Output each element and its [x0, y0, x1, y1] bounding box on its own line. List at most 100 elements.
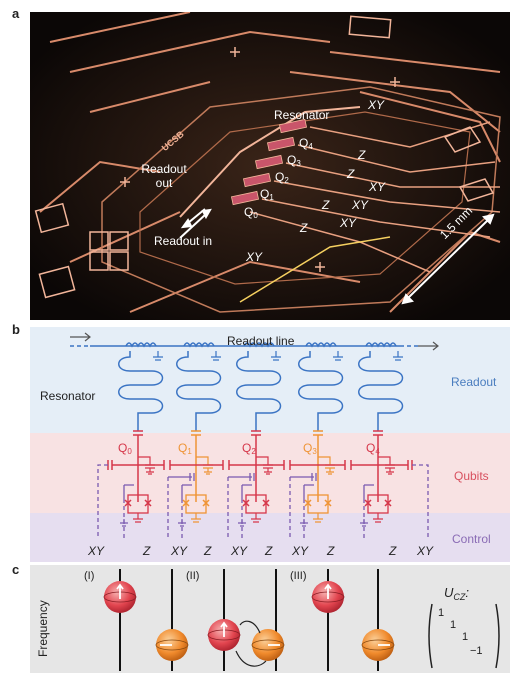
resonator-meander-1 [176, 351, 222, 431]
qubit-label-q4: Q4 [299, 136, 313, 151]
xy-drive-line-right [412, 464, 429, 539]
xy-bottom-label: XY [246, 250, 263, 264]
resonator-schematic-label: Resonator [40, 389, 96, 403]
z-line-coupler-3 [303, 484, 314, 499]
bottom-label-7: XY [292, 544, 309, 558]
coupling-inductor-0 [125, 342, 157, 348]
matrix-entry-3: 1 [462, 631, 469, 643]
squid-ground-1 [191, 513, 201, 523]
xy-top-label: XY [368, 98, 385, 112]
panel-c-label: c [12, 562, 20, 577]
bottom-label-10: XY [417, 544, 434, 558]
readout-line-label: Readout line [227, 334, 295, 348]
scale-arrow [401, 213, 495, 305]
z-label-3: Z [322, 198, 330, 212]
panel-a-label: a [12, 6, 20, 21]
resonator-blocks [230, 118, 308, 206]
xy-drive-cap-mid-1 [228, 473, 255, 481]
frequency-diagram: Frequency (I) (II) (III) UCZ: 1 1 1 −1 [30, 565, 510, 673]
state-arrow-red-2 [324, 583, 332, 599]
qubit-coupling-capacitor-2 [256, 460, 318, 470]
schematic-q2: Q2 [242, 441, 256, 456]
pads [34, 15, 495, 299]
matrix-entry-1: 1 [438, 607, 445, 619]
xy-label-3: XY [340, 216, 357, 230]
bottom-label-5: XY [231, 544, 248, 558]
z-line-ground-0 [120, 519, 128, 527]
schematic-q0: Q0 [118, 441, 132, 456]
bottom-label-9: Z [389, 544, 397, 558]
qubit-label-q3: Q3 [287, 153, 301, 168]
resonator-meander-0 [118, 351, 164, 431]
outer-traces [39, 12, 501, 313]
ucz-label: UCZ: [444, 585, 470, 602]
josephson-junctions-1 [182, 499, 210, 507]
panel-b-label: b [12, 322, 20, 337]
ucz-matrix-brackets [428, 603, 500, 669]
readout-in-label: Readout in [154, 234, 213, 248]
frequency-axis-label: Frequency [36, 600, 50, 657]
resonator-ground-0 [153, 351, 163, 361]
josephson-junctions-0 [124, 499, 152, 507]
alignment-crosses [120, 47, 400, 272]
qubit-coupling-cap-0 [133, 430, 143, 436]
control-band [30, 513, 510, 562]
bottom-label-3: XY [171, 544, 188, 558]
readout-band [30, 327, 510, 433]
josephson-junctions-3 [304, 499, 332, 507]
resonator-ground-1 [211, 351, 221, 361]
qubits-band [30, 433, 510, 513]
qubit-coupling-capacitor-1 [196, 460, 256, 470]
sphere-equator-orange-0 [155, 639, 189, 651]
readout-out-label: Readout out [141, 162, 187, 190]
schematic-q1: Q1 [178, 441, 192, 456]
chip-photo-traces [30, 12, 510, 320]
coupling-inductor-1 [183, 342, 215, 348]
readout-trace [179, 106, 361, 218]
josephson-junctions-2 [242, 499, 270, 507]
z-line-ground-1 [178, 519, 186, 527]
z-label-2: Z [347, 167, 355, 181]
chip-photo: Resonator XY Q4 Q3 Q2 Q1 Q0 Z Z Z Z XY X… [30, 12, 510, 320]
bottom-label-4: Z [204, 544, 212, 558]
schematic-q4: Q4 [366, 441, 380, 456]
qubit-coupling-cap-1 [191, 430, 201, 436]
sphere-equator-orange-1 [251, 639, 285, 651]
resonator-ground-2 [271, 351, 281, 361]
arrow-out [418, 341, 439, 351]
z-line-ground-3 [300, 519, 308, 527]
qubit-coupling-capacitor-0 [138, 460, 196, 470]
cz-drawing [103, 569, 395, 671]
josephson-junctions-4 [364, 499, 392, 507]
z-label-1: Z [358, 148, 366, 162]
swap-arrow-upper [239, 620, 261, 634]
squid-ground-3 [313, 513, 323, 523]
z-line-coupler-2 [241, 484, 252, 499]
xy-label-2: XY [352, 198, 369, 212]
z-line-coupler-4 [363, 484, 374, 499]
band-label-control: Control [452, 532, 491, 546]
resonator-meander-2 [236, 351, 282, 431]
readout-arrows [179, 208, 212, 239]
xy-bottom-trace [239, 236, 391, 303]
step-label-2: (II) [186, 570, 200, 582]
bottom-label-8: Z [327, 544, 335, 558]
squid-ground-4 [373, 513, 383, 523]
xy-drive-cap-left [107, 460, 138, 470]
squid-ground-2 [251, 513, 261, 523]
matrix-entry-4: −1 [470, 645, 483, 657]
z-label-4: Z [300, 221, 308, 235]
qubit-coupling-cap-3 [313, 430, 323, 436]
coupling-inductor-4 [365, 342, 397, 348]
xy-drive-cap-mid-0 [168, 473, 195, 481]
resonator-ground-3 [333, 351, 343, 361]
resonator-ground-4 [393, 351, 403, 361]
qubit-label-q2: Q2 [275, 170, 289, 185]
bottom-label-6: Z [265, 544, 273, 558]
circuit-schematic: Readout line Resonator Readout Qubits Co… [30, 327, 510, 562]
xy-label-1: XY [369, 180, 386, 194]
resonator-label: Resonator [274, 108, 330, 122]
step-label-3: (III) [290, 570, 307, 582]
qubit-coupling-cap-2 [251, 430, 261, 436]
resonator-meander-3 [298, 351, 344, 431]
